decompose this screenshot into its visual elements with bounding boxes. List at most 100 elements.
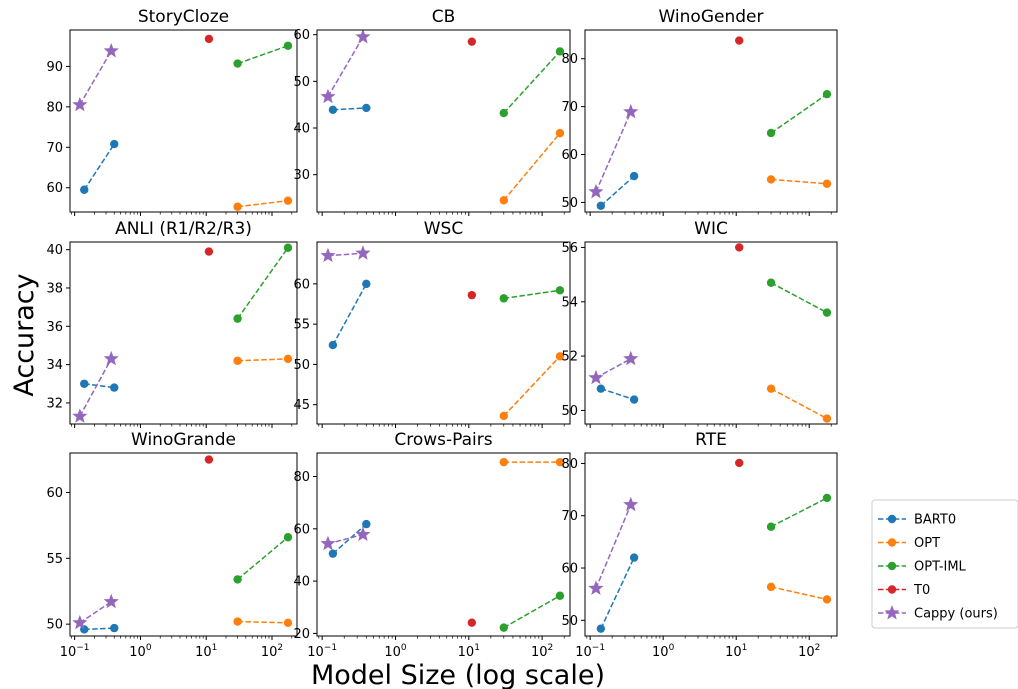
data-point-star bbox=[103, 43, 119, 58]
legend-marker bbox=[887, 585, 897, 594]
y-tick-label: 60 bbox=[46, 181, 63, 196]
x-tick-label: 102 bbox=[798, 643, 820, 660]
data-point bbox=[467, 290, 477, 300]
panel-cb: CB 30 40 50 60 bbox=[293, 7, 571, 216]
data-point bbox=[204, 34, 214, 44]
legend-label: T0 bbox=[913, 583, 930, 598]
data-point-star bbox=[355, 29, 371, 44]
y-tick-label: 60 bbox=[293, 28, 310, 43]
series-t0 bbox=[467, 37, 477, 46]
data-point bbox=[362, 519, 371, 529]
series-line bbox=[770, 497, 828, 528]
series-opt bbox=[233, 354, 293, 365]
legend-star-marker bbox=[884, 605, 900, 620]
series-opt-iml bbox=[766, 89, 832, 138]
data-point-star bbox=[588, 183, 604, 199]
data-point bbox=[110, 623, 119, 633]
plot-frame bbox=[316, 29, 571, 213]
data-point bbox=[555, 128, 565, 138]
data-point bbox=[629, 553, 639, 562]
y-tick-label: 40 bbox=[293, 122, 310, 137]
plot-frame bbox=[316, 452, 571, 637]
panel-winogender: WinoGender 50 60 70 80 bbox=[561, 7, 838, 216]
panel-title: WinoGrande bbox=[131, 430, 236, 450]
x-tick-label: 100 bbox=[652, 643, 675, 660]
data-point-star bbox=[623, 496, 639, 512]
data-point bbox=[362, 279, 371, 289]
data-point bbox=[555, 47, 565, 56]
data-point bbox=[80, 185, 89, 194]
series-opt-iml bbox=[499, 591, 565, 632]
data-point bbox=[328, 340, 338, 350]
y-tick-label: 70 bbox=[561, 509, 578, 524]
panel-rte: RTE 50 60 70 80 10−1 100 101 102 bbox=[561, 430, 838, 660]
data-point bbox=[328, 105, 338, 115]
series-opt bbox=[766, 384, 832, 423]
data-point-star bbox=[72, 614, 88, 630]
y-tick-label: 50 bbox=[561, 404, 578, 419]
series-opt-iml bbox=[766, 278, 832, 317]
y-axis-label: Accuracy bbox=[9, 273, 40, 396]
data-point-star bbox=[623, 350, 639, 366]
data-point bbox=[233, 314, 242, 323]
data-point bbox=[499, 411, 508, 421]
data-point bbox=[328, 549, 338, 558]
data-point bbox=[362, 103, 371, 113]
series-opt bbox=[499, 457, 565, 467]
legend-label: BART0 bbox=[914, 513, 956, 528]
panel-anli-r1-r2-r3: ANLI (R1/R2/R3) 32 34 36 38 40 bbox=[46, 219, 298, 428]
series-line bbox=[237, 536, 289, 580]
series-line bbox=[503, 50, 561, 114]
series-line bbox=[332, 283, 367, 346]
legend-label: OPT-IML bbox=[914, 560, 967, 575]
data-point bbox=[822, 595, 832, 604]
series-opt-iml bbox=[499, 47, 565, 118]
data-point bbox=[822, 493, 832, 503]
y-tick-label: 34 bbox=[46, 358, 63, 373]
data-point bbox=[283, 41, 293, 50]
data-point bbox=[822, 308, 832, 317]
data-point bbox=[233, 59, 242, 68]
data-point bbox=[735, 243, 744, 252]
panel-title: CB bbox=[432, 7, 456, 27]
series-line bbox=[503, 595, 561, 629]
x-tick-label: 10−1 bbox=[60, 643, 90, 660]
series-bart0 bbox=[596, 171, 639, 210]
plot-frame bbox=[69, 29, 298, 213]
y-tick-label: 40 bbox=[293, 575, 310, 590]
data-point bbox=[499, 294, 508, 303]
plot-frame bbox=[584, 241, 838, 425]
data-point bbox=[596, 201, 606, 210]
series-line bbox=[237, 45, 289, 65]
data-point bbox=[233, 617, 242, 626]
legend-box bbox=[871, 499, 1018, 629]
series-line bbox=[503, 355, 561, 417]
data-point-star bbox=[320, 88, 336, 104]
series-line bbox=[503, 289, 561, 300]
plot-frame bbox=[584, 452, 838, 637]
data-point-star bbox=[72, 96, 88, 112]
data-point bbox=[283, 243, 293, 252]
data-point bbox=[283, 618, 293, 628]
x-tick-label: 102 bbox=[261, 643, 283, 660]
data-point bbox=[110, 383, 119, 392]
series-line bbox=[79, 358, 112, 417]
legend-entry-t0: T0 bbox=[878, 583, 930, 598]
y-tick-label: 80 bbox=[293, 470, 310, 485]
legend-marker bbox=[887, 538, 897, 547]
series-cappy-ours bbox=[320, 245, 371, 263]
data-point bbox=[283, 533, 293, 542]
panel-crows-pairs: Crows-Pairs 20 40 60 80 10−1 100 101 102 bbox=[293, 430, 571, 660]
legend-label: OPT bbox=[914, 536, 940, 551]
series-t0 bbox=[735, 458, 744, 468]
data-point bbox=[766, 278, 776, 287]
data-point bbox=[629, 395, 639, 404]
data-point-star bbox=[103, 593, 119, 609]
series-opt bbox=[499, 352, 565, 421]
series-cappy-ours bbox=[320, 29, 371, 104]
y-tick-label: 56 bbox=[561, 241, 578, 256]
data-point bbox=[110, 139, 119, 149]
series-line bbox=[327, 36, 364, 98]
y-tick-label: 54 bbox=[561, 295, 578, 310]
